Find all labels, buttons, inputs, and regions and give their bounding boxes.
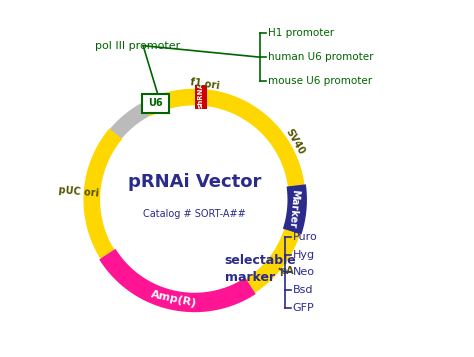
FancyBboxPatch shape (142, 94, 169, 113)
Text: Puro: Puro (292, 232, 318, 242)
Text: shRNA: shRNA (198, 82, 204, 108)
Text: SV40: SV40 (284, 127, 307, 156)
Text: pRNAi Vector: pRNAi Vector (128, 173, 261, 191)
Text: Bsd: Bsd (292, 285, 313, 295)
Text: pUC ori: pUC ori (58, 185, 99, 198)
Text: Amp(R): Amp(R) (150, 289, 197, 308)
Text: Catalog # SORT-A##: Catalog # SORT-A## (143, 209, 246, 219)
Text: H1 promoter: H1 promoter (268, 28, 334, 38)
Text: f1 ori: f1 ori (190, 77, 220, 91)
Text: Neo: Neo (292, 267, 315, 277)
Text: pol III promoter: pol III promoter (95, 41, 181, 51)
Text: mouse U6 promoter: mouse U6 promoter (268, 76, 372, 86)
Text: GFP: GFP (292, 303, 314, 313)
Text: pA: pA (279, 266, 293, 276)
Text: Hyg: Hyg (292, 250, 315, 260)
Text: U6: U6 (148, 98, 163, 108)
Text: selectable
marker: selectable marker (225, 254, 296, 284)
FancyBboxPatch shape (195, 85, 207, 109)
Text: Marker: Marker (287, 188, 300, 228)
Text: human U6 promoter: human U6 promoter (268, 52, 374, 62)
